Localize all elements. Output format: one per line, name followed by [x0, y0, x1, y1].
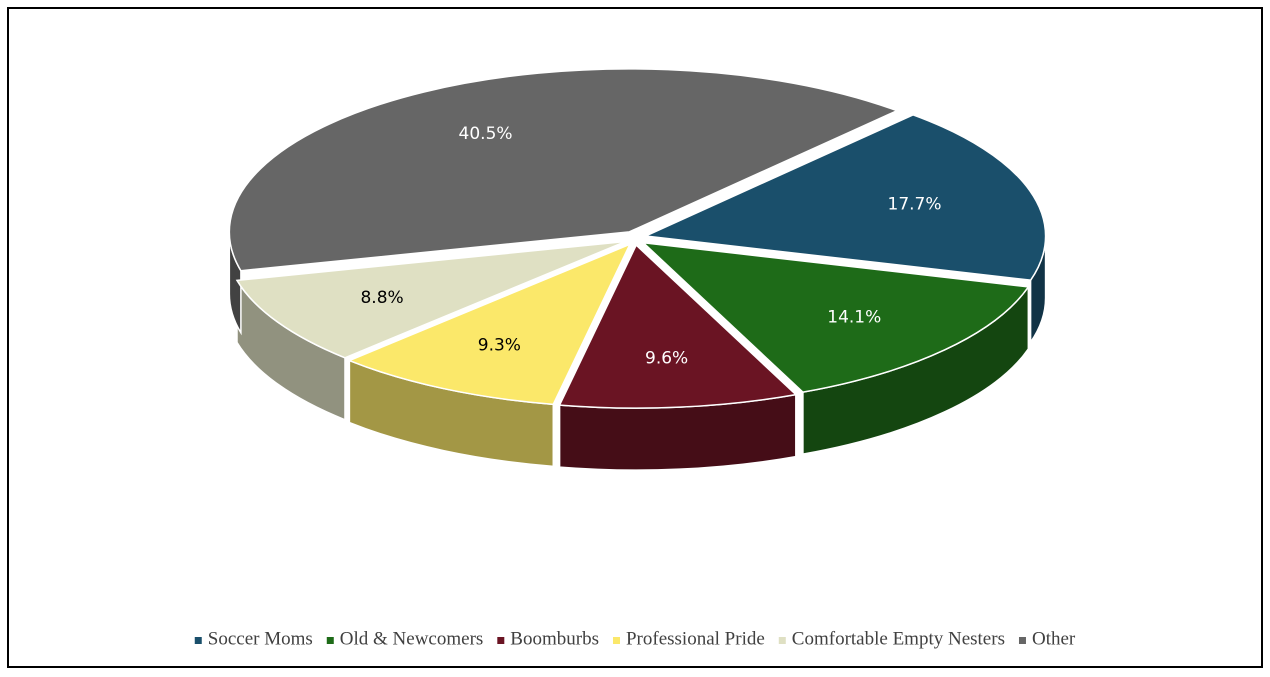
slice — [228, 68, 899, 272]
data-label: 14.1% — [827, 308, 881, 328]
data-label: 9.6% — [645, 349, 688, 369]
legend-label: Old & Newcomers — [340, 628, 484, 649]
slice — [558, 243, 798, 409]
slice — [347, 242, 632, 406]
slice — [235, 240, 626, 359]
data-label: 17.7% — [888, 194, 942, 214]
legend-label: Soccer Moms — [208, 628, 313, 649]
legend-label: Other — [1032, 628, 1076, 649]
legend-swatch — [194, 637, 202, 644]
legend-label: Comfortable Empty Nesters — [792, 628, 1005, 649]
data-label: 9.3% — [478, 335, 521, 355]
legend-label: Professional Pride — [626, 628, 765, 649]
legend-swatch — [778, 637, 786, 644]
slice — [642, 114, 1047, 281]
data-label: 8.8% — [360, 288, 403, 308]
slice — [641, 241, 1030, 393]
legend-label: Boomburbs — [510, 628, 599, 649]
data-label: 40.5% — [459, 124, 513, 144]
legend-swatch — [326, 637, 334, 644]
legend-swatch — [497, 637, 505, 644]
legend-swatch — [612, 637, 620, 644]
legend-swatch — [1018, 637, 1026, 644]
